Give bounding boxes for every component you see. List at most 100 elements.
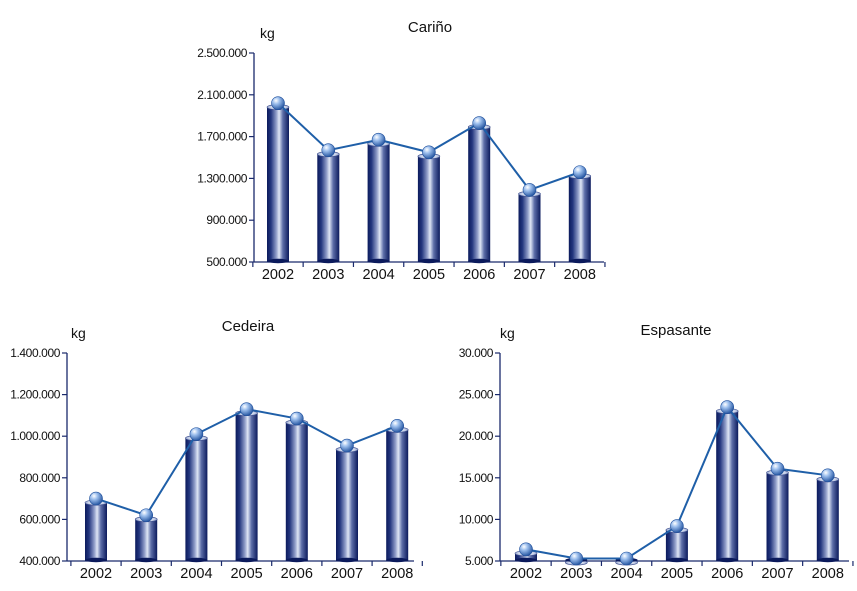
chart-2-y-tick-label: 1.400.000 [10,346,61,360]
chart-2-bar [386,429,409,561]
chart-3-point [619,551,634,566]
chart-3-point [670,519,684,533]
chart-3-y-unit: kg [500,325,515,341]
chart-1-x-tick-label: 2005 [413,267,445,283]
chart-2-bar [185,438,208,561]
chart-2-bar-base [185,557,208,563]
chart-1-bar [568,176,591,262]
chart-2-bar [135,519,158,561]
chart-1-title: Cariño [408,19,452,36]
chart-1-bar-base [568,258,591,264]
chart-3-x-tick-label: 2007 [761,566,793,582]
chart-3-y-tick-label: 5.000 [465,554,494,568]
chart-3-x-tick-label: 2002 [510,566,542,582]
chart-1-y-unit: kg [260,25,275,41]
chart-2-y-tick-label: 1.200.000 [10,388,61,402]
chart-1-bar-base [518,258,541,264]
chart-2-y-tick-label: 800.000 [19,471,60,485]
chart-2-x-tick-label: 2004 [180,566,212,582]
chart-3-bar-base [816,557,839,563]
chart-2-point [139,508,153,523]
chart-2-point [390,418,405,433]
chart-1-point [572,165,587,179]
chart-2-bar-base [336,557,358,563]
chart-2-bar [285,422,308,561]
chart-3-point [770,461,785,476]
chart-3-x-tick-label: 2006 [711,566,743,582]
chart-1-bar [518,193,541,262]
chart-2-point [89,491,103,506]
chart-3-point [569,551,584,566]
chart-1-point [522,183,537,197]
chart-3-bar-base [766,557,789,563]
chart-1-y-tick-label: 2.500.000 [197,46,248,60]
chart-1-y-tick-label: 1.300.000 [197,171,248,185]
chart-2-y-tick-label: 1.000.000 [10,429,61,443]
chart-2-x-tick-label: 2007 [331,566,363,582]
chart-3-bar [816,479,839,561]
chart-2-y-unit: kg [71,325,86,341]
chart-3-bar-base [665,557,688,563]
chart-2-point [189,427,204,441]
chart-2-point [340,438,354,453]
chart-1-point [371,132,386,147]
chart-3-bar [716,411,739,561]
chart-2-x-tick-label: 2002 [80,566,112,582]
chart-1-bar [267,107,289,262]
chart-2-bar [235,413,258,561]
chart-1-x-tick-label: 2003 [312,267,344,283]
chart-1-point [321,143,336,157]
chart-3-bar [665,530,688,561]
chart-2-point [289,411,304,426]
chart-1-y-tick-label: 2.100.000 [197,88,248,102]
chart-2-bar-base [135,557,158,563]
chart-2-y-tick-label: 600.000 [19,512,60,526]
chart-1-x-tick-label: 2002 [262,267,294,283]
chart-3-title: Espasante [641,322,712,339]
chart-3-point [820,468,835,483]
chart-1-bar-base [417,258,440,264]
chart-3-x-tick-label: 2005 [661,566,693,582]
chart-2-point [239,402,254,416]
chart-3-y-tick-label: 15.000 [459,471,494,485]
chart-2-bar-base [85,557,107,563]
chart-3-bar [515,553,537,561]
chart-3-point [720,400,735,414]
chart-2-bar [85,502,107,561]
chart-3-bar-base [716,557,739,563]
chart-2-x-tick-label: 2008 [381,566,413,582]
chart-3-x-tick-label: 2008 [812,566,844,582]
chart-3-bar-base [515,557,537,563]
chart-1-bar-base [317,258,340,264]
chart-3-bar [766,472,789,561]
chart-1-point [472,116,487,130]
chart-1-bar [417,156,440,262]
chart-1-point [422,145,436,160]
chart-1-y-tick-label: 900.000 [206,213,247,227]
chart-1-point [271,96,285,110]
chart-3-y-tick-label: 20.000 [459,429,494,443]
chart-3-x-tick-label: 2003 [560,566,592,582]
chart-1-bar [468,127,491,262]
chart-2-title: Cedeira [222,318,275,335]
chart-1-x-tick-label: 2006 [463,267,495,283]
chart-2-bar-base [285,557,308,563]
chart-3-point [519,542,533,557]
chart-2-x-tick-label: 2006 [281,566,313,582]
chart-1-y-tick-label: 1.700.000 [197,130,248,144]
chart-1-bar [317,154,340,262]
chart-1-y-tick-label: 500.000 [206,255,247,269]
chart-1-x-tick-label: 2008 [564,267,596,283]
chart-3-x-tick-label: 2004 [610,566,642,582]
chart-2-y-tick-label: 400.000 [19,554,60,568]
chart-2-x-tick-label: 2005 [230,566,262,582]
chart-2-x-tick-label: 2003 [130,566,162,582]
chart-1-bar [367,143,390,262]
chart-3-y-tick-label: 30.000 [459,346,494,360]
chart-1-bar-base [267,258,289,264]
chart-2-bar-base [235,557,258,563]
chart-1-bar-base [367,258,390,264]
chart-2-bar [336,449,358,561]
chart-1-x-tick-label: 2004 [362,267,394,283]
